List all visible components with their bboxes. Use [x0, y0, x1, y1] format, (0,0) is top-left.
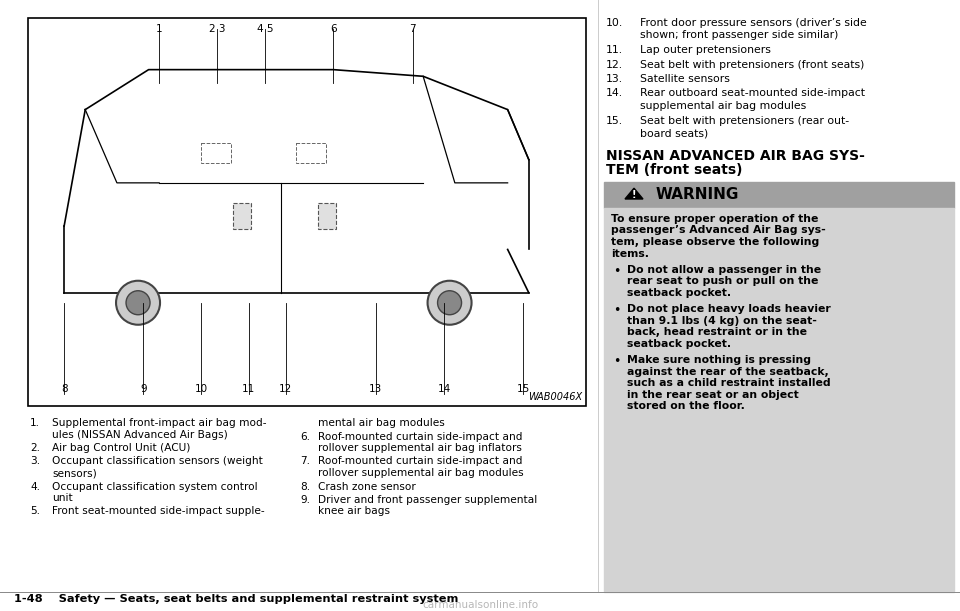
- Text: 5.: 5.: [30, 507, 40, 516]
- Text: Supplemental front-impact air bag mod-: Supplemental front-impact air bag mod-: [52, 418, 267, 428]
- Text: carmanualsonline.info: carmanualsonline.info: [422, 600, 538, 610]
- Text: !: !: [632, 191, 636, 200]
- Text: knee air bags: knee air bags: [318, 507, 390, 516]
- Bar: [28, 18, 586, 406]
- Text: Roof-mounted curtain side-impact and: Roof-mounted curtain side-impact and: [318, 431, 522, 442]
- Text: Satellite sensors: Satellite sensors: [640, 74, 730, 84]
- Bar: [604, 181, 954, 208]
- Text: Seat belt with pretensioners (rear out-: Seat belt with pretensioners (rear out-: [640, 115, 850, 125]
- Bar: [604, 208, 954, 592]
- Text: Crash zone sensor: Crash zone sensor: [318, 481, 416, 491]
- Text: To ensure proper operation of the: To ensure proper operation of the: [611, 213, 818, 224]
- Text: 3.: 3.: [30, 456, 40, 467]
- Text: mental air bag modules: mental air bag modules: [318, 418, 444, 428]
- Text: in the rear seat or an object: in the rear seat or an object: [627, 390, 799, 400]
- Text: 2.: 2.: [30, 443, 40, 453]
- Text: 15.: 15.: [606, 115, 623, 125]
- Text: TEM (front seats): TEM (front seats): [606, 164, 742, 178]
- Text: WARNING: WARNING: [656, 187, 739, 202]
- Polygon shape: [625, 188, 643, 199]
- Circle shape: [116, 280, 160, 324]
- Text: than 9.1 lbs (4 kg) on the seat-: than 9.1 lbs (4 kg) on the seat-: [627, 316, 817, 326]
- Text: 10: 10: [195, 384, 208, 394]
- Text: 1: 1: [156, 24, 162, 34]
- Text: 2 3: 2 3: [209, 24, 226, 34]
- Text: against the rear of the seatback,: against the rear of the seatback,: [627, 367, 828, 377]
- Text: Air bag Control Unit (ACU): Air bag Control Unit (ACU): [52, 443, 190, 453]
- Text: 9: 9: [140, 384, 147, 394]
- Text: Front seat-mounted side-impact supple-: Front seat-mounted side-impact supple-: [52, 507, 265, 516]
- Text: shown; front passenger side similar): shown; front passenger side similar): [640, 31, 838, 40]
- Text: such as a child restraint installed: such as a child restraint installed: [627, 378, 830, 388]
- Text: Roof-mounted curtain side-impact and: Roof-mounted curtain side-impact and: [318, 456, 522, 467]
- Text: 8: 8: [60, 384, 67, 394]
- Text: Driver and front passenger supplemental: Driver and front passenger supplemental: [318, 495, 538, 505]
- Bar: [233, 203, 252, 229]
- Circle shape: [427, 280, 471, 324]
- Text: seatback pocket.: seatback pocket.: [627, 338, 732, 349]
- Text: 1.: 1.: [30, 418, 40, 428]
- Text: WAB0046X: WAB0046X: [528, 392, 582, 402]
- Text: seatback pocket.: seatback pocket.: [627, 288, 732, 298]
- Text: 7: 7: [409, 24, 416, 34]
- Text: board seats): board seats): [640, 128, 708, 138]
- Text: supplemental air bag modules: supplemental air bag modules: [640, 101, 806, 111]
- Text: 10.: 10.: [606, 18, 623, 28]
- Bar: [318, 203, 336, 229]
- Text: 4 5: 4 5: [256, 24, 273, 34]
- Text: Do not allow a passenger in the: Do not allow a passenger in the: [627, 265, 821, 275]
- Text: 13.: 13.: [606, 74, 623, 84]
- Text: sensors): sensors): [52, 468, 97, 478]
- Text: items.: items.: [611, 249, 649, 259]
- Text: •: •: [613, 355, 620, 368]
- Text: Seat belt with pretensioners (front seats): Seat belt with pretensioners (front seat…: [640, 59, 864, 70]
- Circle shape: [126, 291, 150, 315]
- Text: NISSAN ADVANCED AIR BAG SYS-: NISSAN ADVANCED AIR BAG SYS-: [606, 148, 865, 163]
- Text: rear seat to push or pull on the: rear seat to push or pull on the: [627, 276, 818, 286]
- Circle shape: [438, 291, 462, 315]
- Text: Occupant classification system control: Occupant classification system control: [52, 481, 257, 491]
- Text: Lap outer pretensioners: Lap outer pretensioners: [640, 45, 771, 55]
- Text: back, head restraint or in the: back, head restraint or in the: [627, 327, 807, 337]
- Text: 11.: 11.: [606, 45, 623, 55]
- Text: rollover supplemental air bag modules: rollover supplemental air bag modules: [318, 468, 523, 478]
- Text: Rear outboard seat-mounted side-impact: Rear outboard seat-mounted side-impact: [640, 89, 865, 98]
- Text: 6.: 6.: [300, 431, 310, 442]
- Text: 7.: 7.: [300, 456, 310, 467]
- Text: 14: 14: [438, 384, 451, 394]
- Text: 1-48    Safety — Seats, seat belts and supplemental restraint system: 1-48 Safety — Seats, seat belts and supp…: [14, 594, 458, 604]
- Text: 9.: 9.: [300, 495, 310, 505]
- Text: •: •: [613, 304, 620, 317]
- Text: 12.: 12.: [606, 59, 623, 70]
- Text: 8.: 8.: [300, 481, 310, 491]
- Text: Make sure nothing is pressing: Make sure nothing is pressing: [627, 355, 811, 365]
- Text: Occupant classification sensors (weight: Occupant classification sensors (weight: [52, 456, 263, 467]
- Text: Do not place heavy loads heavier: Do not place heavy loads heavier: [627, 304, 830, 314]
- Text: 14.: 14.: [606, 89, 623, 98]
- Text: Front door pressure sensors (driver’s side: Front door pressure sensors (driver’s si…: [640, 18, 867, 28]
- Text: stored on the floor.: stored on the floor.: [627, 401, 745, 411]
- Text: tem, please observe the following: tem, please observe the following: [611, 237, 819, 247]
- Text: passenger’s Advanced Air Bag sys-: passenger’s Advanced Air Bag sys-: [611, 225, 826, 235]
- Text: ules (NISSAN Advanced Air Bags): ules (NISSAN Advanced Air Bags): [52, 430, 228, 439]
- Text: 12: 12: [279, 384, 293, 394]
- Bar: [202, 143, 231, 163]
- Text: 15: 15: [516, 384, 530, 394]
- Text: rollover supplemental air bag inflators: rollover supplemental air bag inflators: [318, 443, 522, 453]
- Text: unit: unit: [52, 493, 73, 503]
- Text: 13: 13: [369, 384, 382, 394]
- Text: •: •: [613, 265, 620, 278]
- Text: 4.: 4.: [30, 481, 40, 491]
- Text: 11: 11: [242, 384, 255, 394]
- Text: 6: 6: [330, 24, 337, 34]
- Bar: [297, 143, 326, 163]
